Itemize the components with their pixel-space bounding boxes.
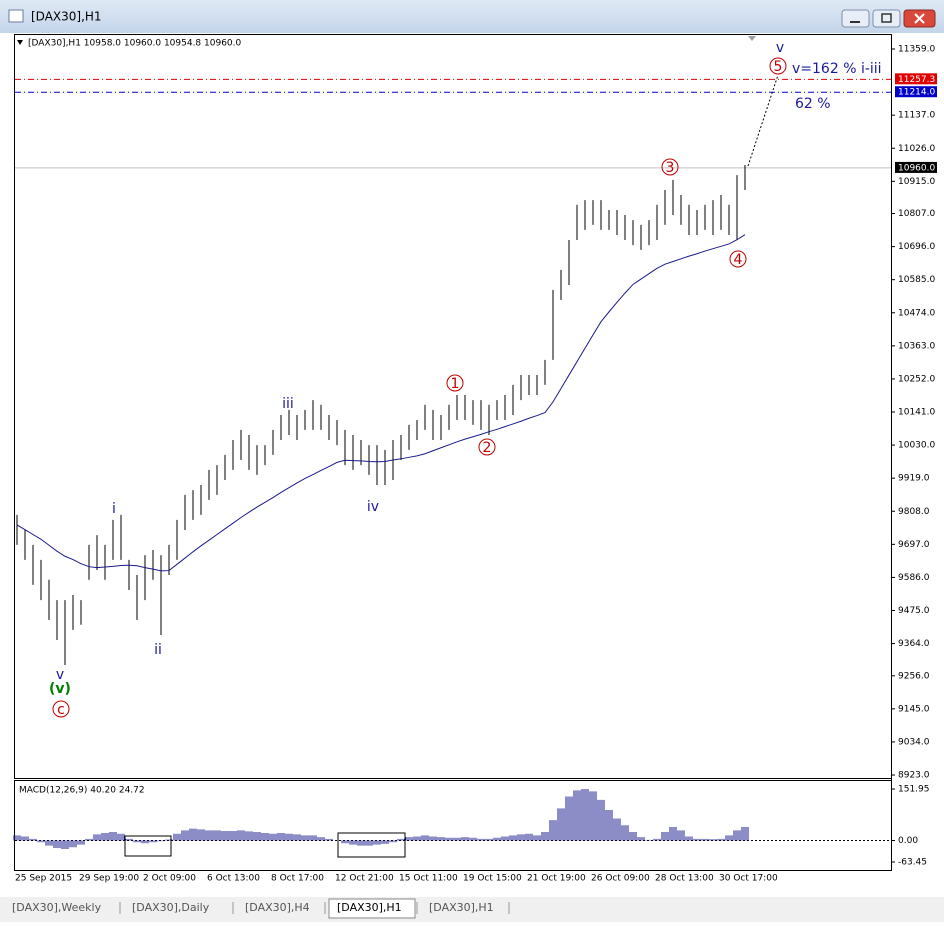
- wave-label: v=162 % i-iii: [792, 61, 882, 77]
- x-tick-label: 28 Oct 13:00: [655, 874, 714, 884]
- price-label: 10960.0: [898, 163, 935, 173]
- tab-label: [DAX30],H4: [245, 901, 310, 914]
- tab[interactable]: [4, 901, 118, 916]
- divergence-box: [124, 835, 172, 857]
- wave-label: 1: [451, 376, 460, 392]
- y-tick-label: 9697.0: [898, 540, 930, 550]
- x-tick-label: 21 Oct 19:00: [527, 874, 586, 884]
- wave-label: 4: [734, 252, 743, 268]
- wave-label: 3: [666, 160, 675, 176]
- window-title: [DAX30],H1: [31, 10, 102, 24]
- macd-title: MACD(12,26,9) 40.20 24.72: [19, 786, 145, 796]
- price-label-box: [895, 161, 937, 173]
- y-tick-label: 10363.0: [898, 341, 935, 351]
- price-label: 11214.0: [898, 88, 935, 98]
- price-label: 11257.3: [898, 75, 935, 85]
- y-tick-label: 0.00: [898, 836, 918, 846]
- tab[interactable]: [237, 901, 323, 916]
- divergence-box: [337, 832, 406, 858]
- y-tick-label: 9364.0: [898, 639, 930, 649]
- y-tick-label: 10030.0: [898, 441, 935, 451]
- wave-label: c: [57, 702, 65, 718]
- y-tick-label: 151.95: [898, 785, 930, 795]
- macd-panel: [14, 780, 892, 871]
- x-tick-label: 19 Oct 15:00: [463, 874, 522, 884]
- tab[interactable]: [328, 898, 416, 919]
- wave-circle: [446, 374, 464, 392]
- y-tick-label: 10141.0: [898, 408, 935, 418]
- y-tick-label: 10585.0: [898, 275, 935, 285]
- y-tick-label: 9256.0: [898, 671, 930, 681]
- title-bar: [0, 0, 944, 33]
- wave-label: 2: [483, 440, 492, 456]
- x-tick-label: 8 Oct 17:00: [271, 874, 324, 884]
- price-label-box: [895, 73, 937, 85]
- window-icon: [8, 9, 24, 23]
- y-tick-label: 10807.0: [898, 209, 935, 219]
- wave-circle: [52, 700, 70, 718]
- x-tick-label: 29 Sep 19:00: [79, 874, 139, 884]
- tab-label: [DAX30],H1: [429, 901, 494, 914]
- wave-circle: [661, 158, 679, 176]
- y-tick-label: 10696.0: [898, 242, 935, 252]
- x-tick-label: 26 Oct 09:00: [591, 874, 650, 884]
- menu-arrow[interactable]: [17, 40, 23, 45]
- wave-circle: [769, 57, 787, 75]
- x-tick-label: 2 Oct 09:00: [143, 874, 196, 884]
- tab[interactable]: [421, 901, 507, 916]
- wave-label: v: [776, 40, 784, 56]
- restore-button[interactable]: [872, 9, 901, 28]
- wave-label: i: [112, 501, 116, 517]
- x-tick-label: 25 Sep 2015: [15, 874, 72, 884]
- wave-label: ii: [154, 642, 162, 658]
- y-tick-label: 8923.0: [898, 771, 930, 781]
- x-tick-label: 15 Oct 11:00: [399, 874, 458, 884]
- chart-header: [DAX30],H1 10958.0 10960.0 10954.8 10960…: [28, 39, 242, 49]
- y-tick-label: 9586.0: [898, 573, 930, 583]
- y-tick-label: 10252.0: [898, 374, 935, 384]
- wave-label: iii: [282, 396, 294, 412]
- wave-label: v: [56, 667, 64, 683]
- x-tick-label: 6 Oct 13:00: [207, 874, 260, 884]
- y-tick-label: 9919.0: [898, 474, 930, 484]
- minimize-button[interactable]: [841, 9, 870, 28]
- y-tick-label: 10474.0: [898, 308, 935, 318]
- wave-circle: [729, 250, 747, 268]
- x-tick-label: 30 Oct 17:00: [719, 874, 778, 884]
- y-tick-label: -63.45: [898, 858, 927, 868]
- price-panel: [14, 34, 892, 779]
- tab-label: [DAX30],Daily: [132, 901, 210, 914]
- y-tick-label: 9034.0: [898, 737, 930, 747]
- y-tick-label: 11026.0: [898, 144, 935, 154]
- wave-label: 62 %: [795, 96, 831, 112]
- y-tick-label: 11359.0: [898, 45, 935, 55]
- y-tick-label: 9145.0: [898, 704, 930, 714]
- tab-label: [DAX30],Weekly: [12, 901, 102, 914]
- tab-label: [DAX30],H1: [337, 901, 402, 914]
- y-tick-label: 10915.0: [898, 177, 935, 187]
- moving-average: [16, 234, 746, 572]
- y-tick-label: 11137.0: [898, 111, 935, 121]
- wave-label: 5: [774, 59, 783, 75]
- tab[interactable]: [124, 901, 231, 916]
- y-tick-label: 9808.0: [898, 507, 930, 517]
- wave-label: iv: [367, 499, 379, 515]
- y-tick-label: 9475.0: [898, 606, 930, 616]
- price-label-box: [895, 86, 937, 98]
- wave-circle: [478, 438, 496, 456]
- wave-label: (v): [49, 681, 71, 697]
- x-tick-label: 12 Oct 21:00: [335, 874, 394, 884]
